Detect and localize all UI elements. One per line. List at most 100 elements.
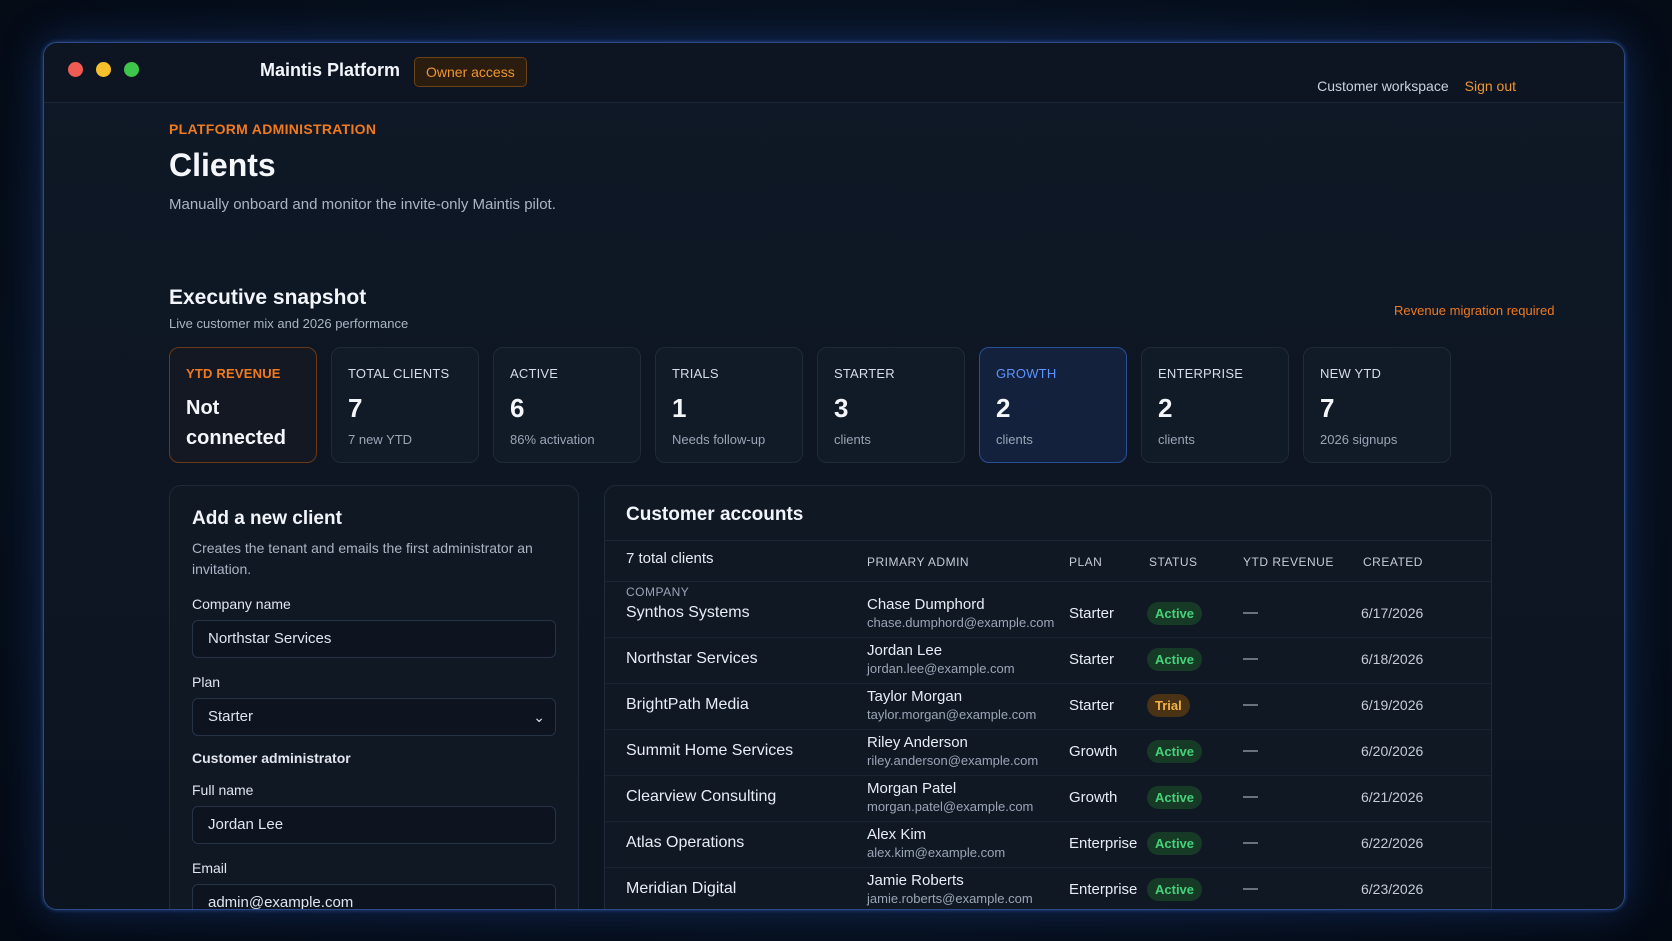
cell-status: Trial — [1147, 694, 1190, 717]
card-label: NEW YTD — [1320, 366, 1382, 381]
column-header-status[interactable]: STATUS — [1149, 555, 1198, 569]
card-trials: TRIALS 1 Needs follow-up — [655, 347, 803, 463]
table-row[interactable]: BrightPath Media Taylor Morgan taylor.mo… — [605, 684, 1491, 730]
card-new-ytd: NEW YTD 7 2026 signups — [1303, 347, 1451, 463]
full-name-label: Full name — [192, 782, 254, 798]
cell-plan: Starter — [1069, 651, 1115, 668]
full-name-input[interactable]: Jordan Lee — [192, 806, 556, 844]
cell-company: BrightPath Media — [626, 696, 749, 713]
column-header-plan[interactable]: PLAN — [1069, 555, 1103, 569]
page-subtitle: Manually onboard and monitor the invite-… — [169, 196, 556, 213]
column-header-created[interactable]: CREATED — [1363, 555, 1423, 569]
cell-status: Active — [1147, 878, 1203, 901]
card-sub: clients — [1158, 432, 1195, 447]
revenue-migration-warning[interactable]: Revenue migration required — [1394, 303, 1555, 318]
cell-status: Active — [1147, 832, 1203, 855]
card-value: 1 — [672, 393, 687, 423]
title-bar: Maintis Platform Owner access Customer w… — [44, 43, 1624, 103]
cell-revenue: — — [1243, 742, 1258, 759]
form-title: Add a new client — [192, 508, 342, 529]
admin-email: chase.dumphord@example.com — [867, 615, 1055, 630]
card-value-line: Not — [186, 397, 220, 419]
cell-created: 6/20/2026 — [1361, 743, 1424, 759]
admin-name: Riley Anderson — [867, 734, 968, 751]
card-sub: 86% activation — [510, 432, 595, 447]
cell-status: Active — [1147, 740, 1203, 763]
main-content: PLATFORM ADMINISTRATION Clients Manually… — [169, 121, 1624, 909]
maximize-window-button[interactable] — [124, 62, 139, 77]
table-row[interactable]: Clearview Consulting Morgan Patel morgan… — [605, 776, 1491, 822]
column-header-company[interactable]: COMPANY — [626, 585, 690, 599]
card-value-line: connected — [186, 427, 287, 449]
email-input[interactable]: admin@example.com — [192, 884, 556, 909]
card-sub: Needs follow-up — [672, 432, 766, 447]
page-title: Clients — [169, 147, 276, 183]
card-growth: GROWTH 2 clients — [979, 347, 1127, 463]
cell-revenue: — — [1243, 834, 1258, 851]
table-row[interactable]: Northstar Services Jordan Lee jordan.lee… — [605, 638, 1491, 684]
card-value: 2 — [996, 393, 1011, 423]
table-row[interactable]: Summit Home Services Riley Anderson rile… — [605, 730, 1491, 776]
cell-created: 6/23/2026 — [1361, 881, 1424, 897]
table-row[interactable]: Synthos Systems Chase Dumphord chase.dum… — [605, 592, 1491, 638]
cell-revenue: — — [1243, 604, 1258, 621]
cell-company: Clearview Consulting — [626, 788, 777, 805]
chevron-down-icon: ⌄ — [533, 709, 545, 725]
add-client-form: Add a new client Creates the tenant and … — [169, 485, 579, 909]
top-nav: Customer workspace Sign out — [1317, 78, 1516, 94]
status-badge: Active — [1147, 648, 1203, 671]
cell-status: Active — [1147, 648, 1203, 671]
snapshot-subtitle: Live customer mix and 2026 performance — [169, 316, 409, 331]
customer-workspace-link[interactable]: Customer workspace — [1317, 78, 1449, 94]
cell-status: Active — [1147, 786, 1203, 809]
cell-admin: Morgan Patel morgan.patel@example.com — [867, 780, 1033, 814]
cell-admin: Jamie Roberts jamie.roberts@example.com — [867, 872, 1033, 906]
cell-created: 6/17/2026 — [1361, 605, 1424, 621]
total-clients-count: 7 total clients — [626, 550, 714, 567]
cell-company: Northstar Services — [626, 650, 758, 667]
company-name-input[interactable]: Northstar Services — [192, 620, 556, 658]
snapshot-cards: YTD REVENUE Not connected TOTAL CLIENTS … — [169, 347, 1451, 463]
admin-name: Jamie Roberts — [867, 872, 964, 889]
cell-company: Meridian Digital — [626, 880, 737, 897]
status-badge: Trial — [1147, 694, 1190, 717]
admin-name: Alex Kim — [867, 826, 927, 843]
column-header-revenue[interactable]: YTD REVENUE — [1243, 555, 1334, 569]
status-badge: Active — [1147, 740, 1203, 763]
cell-created: 6/21/2026 — [1361, 789, 1424, 805]
cell-revenue: — — [1243, 650, 1258, 667]
admin-email: alex.kim@example.com — [867, 845, 1006, 860]
cell-plan: Growth — [1069, 789, 1118, 806]
card-label: TOTAL CLIENTS — [348, 366, 450, 381]
card-sub: 2026 signups — [1320, 432, 1398, 447]
cell-status: Active — [1147, 602, 1203, 625]
cell-plan: Starter — [1069, 605, 1115, 622]
card-label: TRIALS — [672, 366, 719, 381]
cell-plan: Enterprise — [1069, 881, 1138, 898]
column-header-admin[interactable]: PRIMARY ADMIN — [867, 555, 970, 569]
close-window-button[interactable] — [68, 62, 83, 77]
table-row[interactable]: Atlas Operations Alex Kim alex.kim@examp… — [605, 822, 1491, 868]
email-label: Email — [192, 860, 228, 876]
card-label: ACTIVE — [510, 366, 559, 381]
card-label: YTD REVENUE — [186, 366, 281, 381]
cell-admin: Jordan Lee jordan.lee@example.com — [867, 642, 1015, 676]
card-value: Not connected — [186, 393, 300, 453]
card-value: 7 — [348, 393, 363, 423]
table-title: Customer accounts — [626, 504, 804, 525]
cell-company: Synthos Systems — [626, 604, 750, 621]
cell-admin: Riley Anderson riley.anderson@example.co… — [867, 734, 1038, 768]
card-total-clients: TOTAL CLIENTS 7 7 new YTD — [331, 347, 479, 463]
card-label: STARTER — [834, 366, 895, 381]
customer-accounts-table: Customer accounts 7 total clients PRIMAR… — [604, 485, 1492, 909]
sign-out-link[interactable]: Sign out — [1464, 78, 1516, 94]
card-label: GROWTH — [996, 366, 1057, 381]
admin-name: Chase Dumphord — [867, 596, 985, 613]
cell-created: 6/19/2026 — [1361, 697, 1424, 713]
cell-plan: Growth — [1069, 743, 1118, 760]
plan-select[interactable]: Starter ⌄ — [192, 698, 556, 736]
minimize-window-button[interactable] — [96, 62, 111, 77]
cell-company: Atlas Operations — [626, 834, 745, 851]
status-badge: Active — [1147, 878, 1203, 901]
table-row[interactable]: Meridian Digital Jamie Roberts jamie.rob… — [605, 868, 1491, 909]
